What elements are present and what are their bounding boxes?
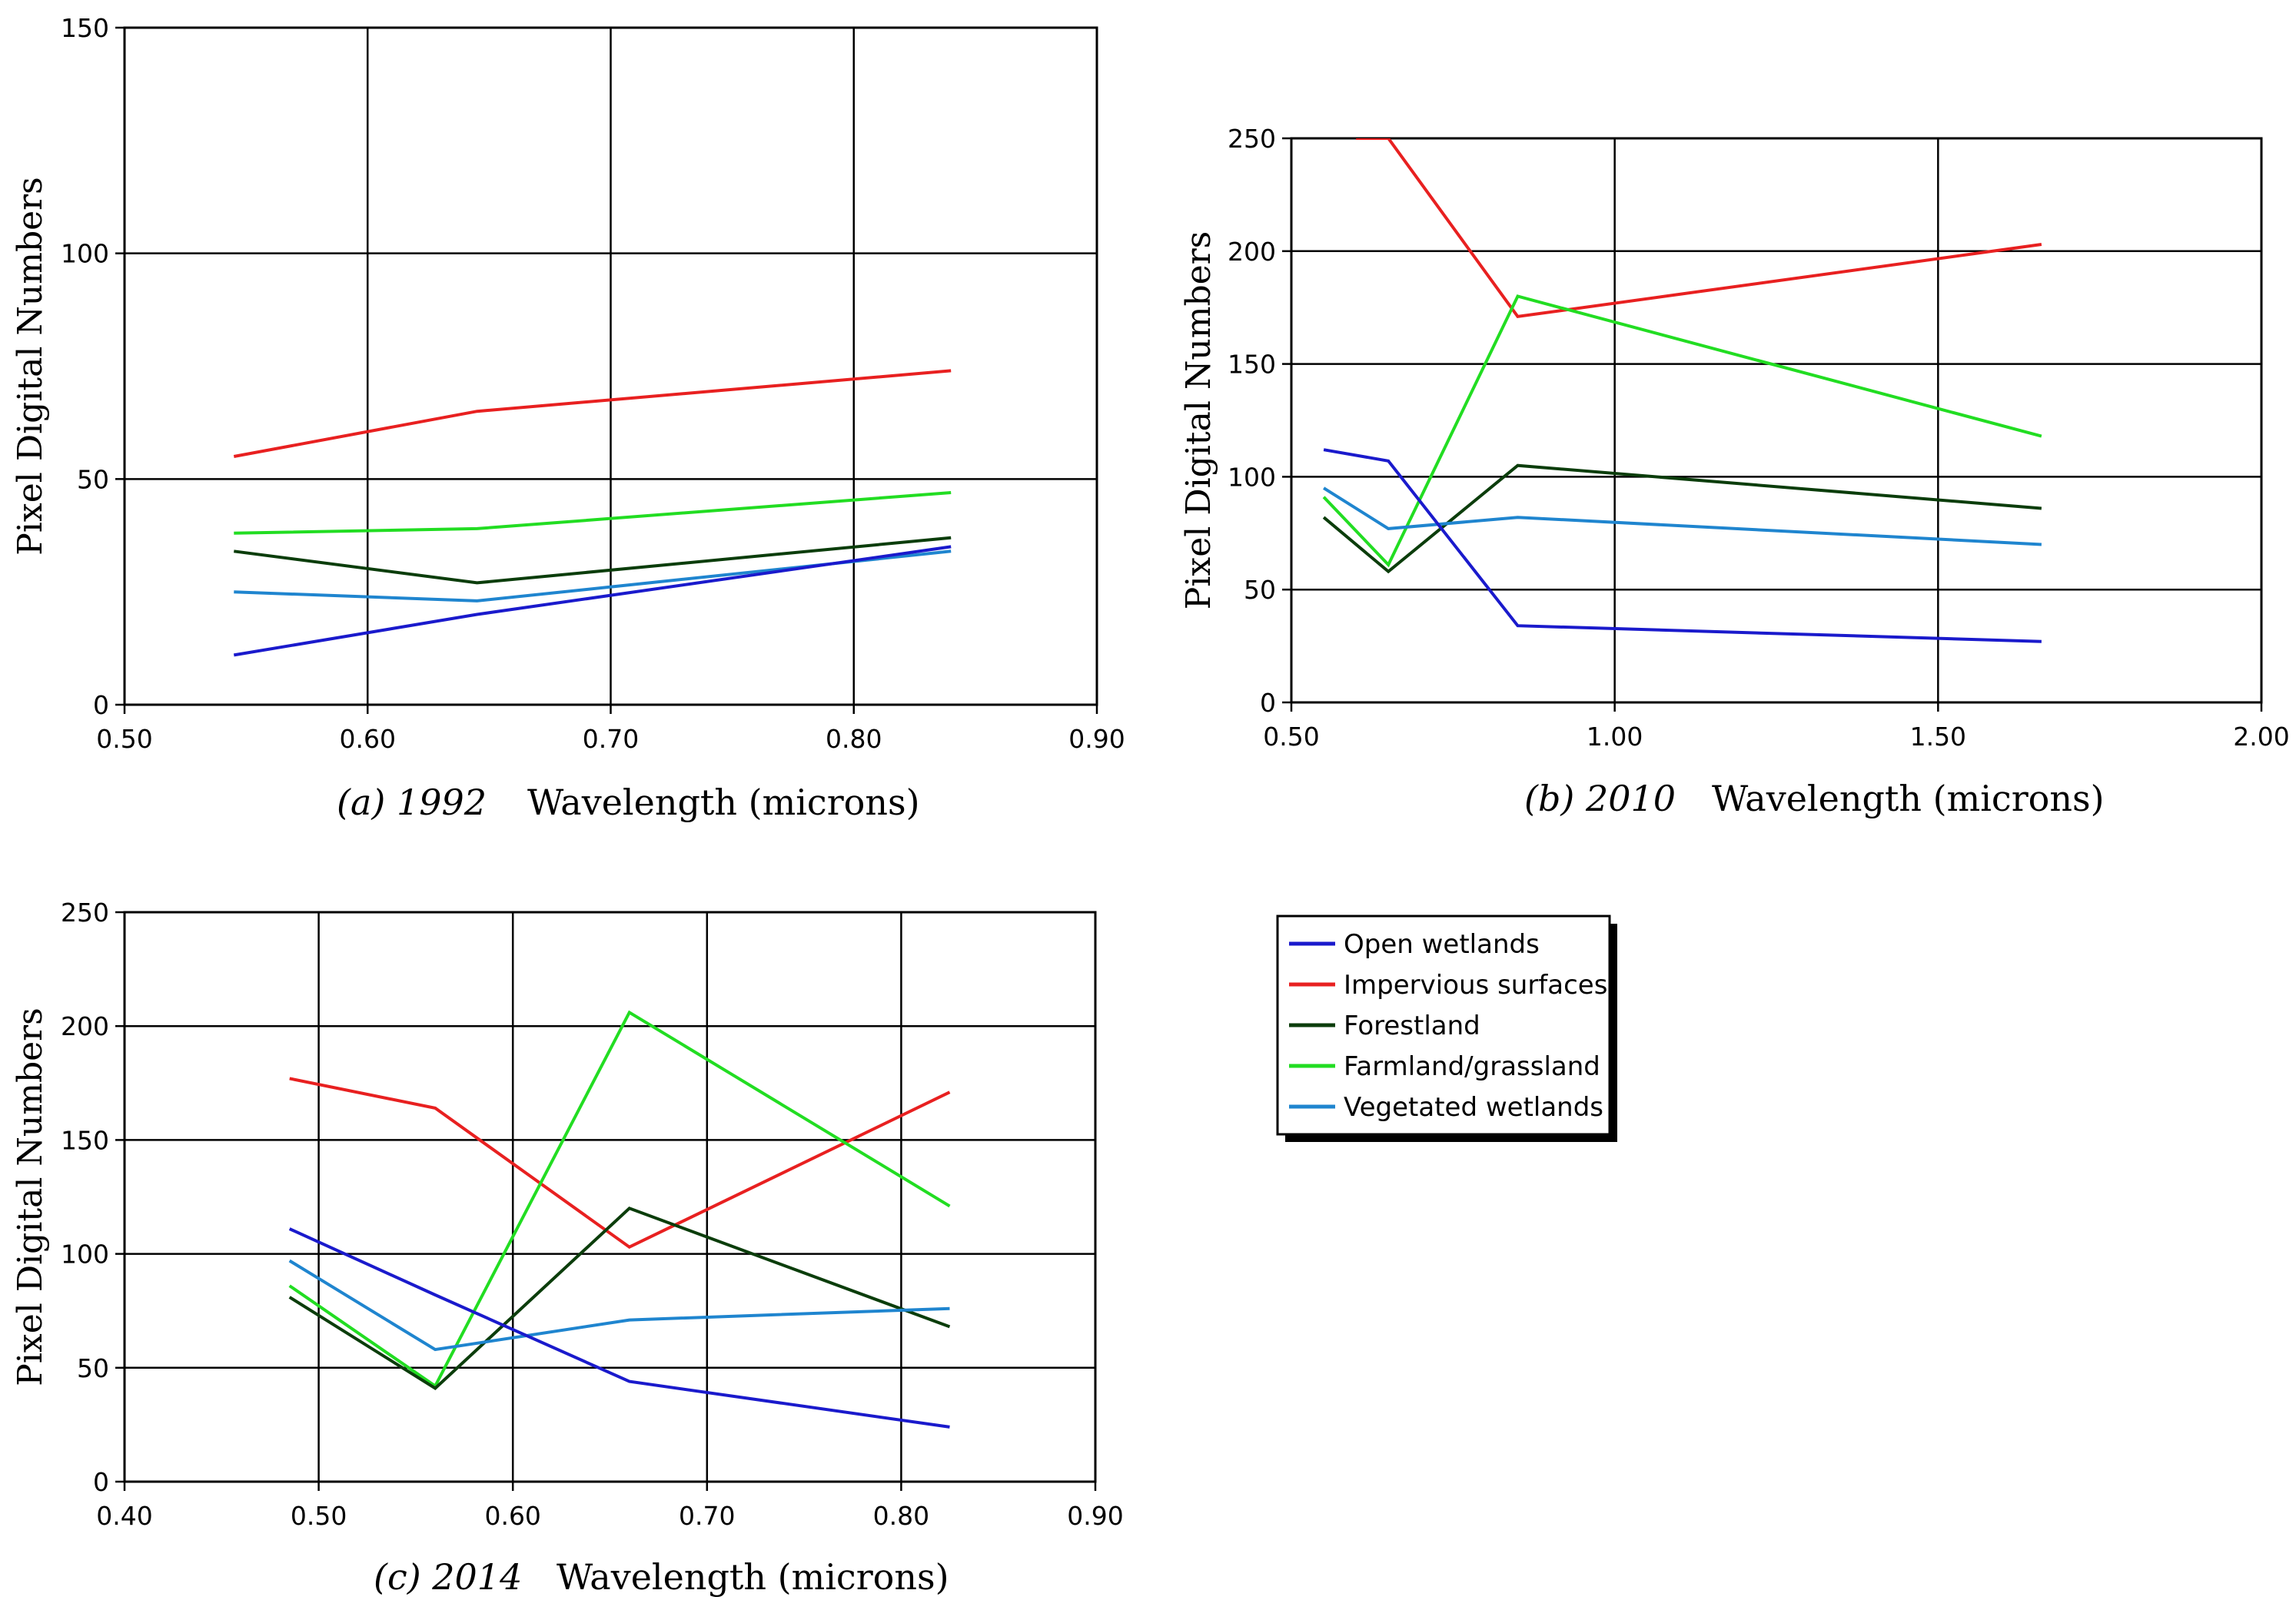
x-axis-label: Wavelength (microns)	[527, 782, 920, 823]
series-line-forestland	[234, 536, 952, 585]
x-tick-label: 0.50	[291, 1501, 347, 1531]
series-line-open-wetlands	[233, 545, 952, 657]
chart-2014: 0.40 0.50 0.60 0.70 0.80 0.90 0 50 100 150 200 250 P…	[11, 898, 1124, 1598]
y-tick-label: 150	[61, 1125, 109, 1155]
y-tick-label: 250	[1228, 124, 1276, 154]
x-tick-label: 0.60	[340, 724, 396, 754]
chart-2010: 0.50 1.00 1.50 2.00 0 50 100 150 200 250 Pixel Dig…	[1179, 124, 2290, 819]
x-tick-label: 0.50	[1263, 722, 1319, 752]
series-line-impervious-surfaces	[289, 1077, 951, 1250]
x-tick-label: 0.90	[1068, 724, 1125, 754]
series-line-forestland	[1322, 463, 2042, 574]
x-axis-label: Wavelength (microns)	[557, 1556, 949, 1598]
legend-label: Farmland/grassland	[1344, 1051, 1600, 1082]
legend-label: Vegetated wetlands	[1344, 1092, 1603, 1123]
legend-label: Forestland	[1344, 1011, 1480, 1041]
series-line-impervious-surfaces	[1356, 138, 2042, 319]
x-tick-label: 1.00	[1587, 722, 1643, 752]
plot-frame	[123, 911, 1097, 1483]
plot-frame	[1290, 137, 2263, 704]
y-tick-label: 150	[61, 13, 109, 43]
series-line-vegetated-wetlands	[288, 1259, 950, 1352]
x-tick-label: 0.70	[679, 1501, 735, 1531]
x-tick-label: 0.50	[96, 724, 152, 754]
y-tick-label: 0	[93, 690, 109, 720]
series-line-vegetated-wetlands	[1323, 486, 2042, 546]
series-line-farmland-grassland	[234, 491, 952, 535]
series-line-farmland-grassland	[288, 1010, 951, 1389]
series-line-vegetated-wetlands	[234, 549, 952, 603]
x-tick-label: 0.60	[484, 1501, 540, 1531]
legend-label: Open wetlands	[1344, 929, 1540, 960]
y-axis-label: Pixel Digital Numbers	[1179, 231, 1218, 610]
series-line-forestland	[288, 1206, 951, 1391]
y-tick-label: 200	[1228, 237, 1276, 267]
y-tick-label: 100	[61, 1240, 109, 1270]
y-tick-label: 250	[61, 898, 109, 928]
y-tick-label: 200	[61, 1011, 109, 1041]
x-tick-label: 0.80	[873, 1501, 929, 1531]
chart-caption-year: (b) 2010	[1524, 778, 1676, 819]
legend: Open wetlands Impervious surfaces Forestla…	[1276, 915, 1617, 1142]
chart-1992: 0.50 0.60 0.70 0.80 0.90 0 50 100 150 Pixel Digit…	[11, 13, 1125, 823]
x-tick-label: 0.40	[96, 1501, 152, 1531]
x-tick-label: 1.50	[1910, 722, 1966, 752]
x-axis-label: Wavelength (microns)	[1712, 778, 2105, 819]
x-tick-label: 0.70	[583, 724, 639, 754]
y-tick-label: 50	[1244, 575, 1276, 605]
legend-label: Impervious surfaces	[1344, 970, 1607, 1001]
y-tick-label: 100	[1228, 462, 1276, 492]
x-tick-label: 2.00	[2233, 722, 2289, 752]
y-tick-label: 100	[61, 239, 109, 269]
series-line-farmland-grassland	[1322, 294, 2042, 568]
chart-caption-year: (c) 2014	[374, 1556, 522, 1598]
y-tick-label: 0	[1260, 688, 1276, 718]
y-tick-label: 150	[1228, 350, 1276, 380]
chart-caption-year: (a) 1992	[337, 782, 487, 823]
y-axis-label: Pixel Digital Numbers	[11, 177, 50, 556]
x-tick-label: 0.80	[826, 724, 882, 754]
y-tick-label: 50	[77, 464, 109, 494]
series-line-impervious-surfaces	[233, 369, 952, 458]
y-tick-label: 50	[77, 1353, 109, 1383]
series-line-open-wetlands	[288, 1227, 950, 1429]
y-tick-label: 0	[93, 1467, 109, 1497]
x-tick-label: 0.90	[1067, 1501, 1123, 1531]
y-axis-label: Pixel Digital Numbers	[11, 1007, 50, 1386]
series-line-open-wetlands	[1323, 448, 2042, 643]
